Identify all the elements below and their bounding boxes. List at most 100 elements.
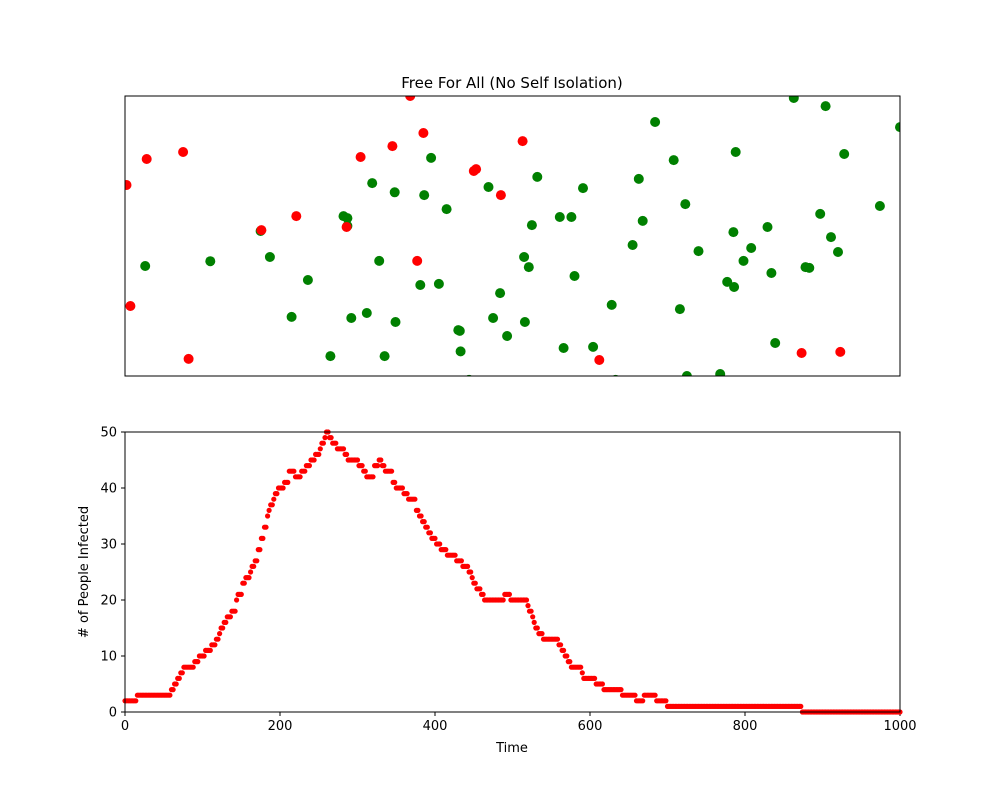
healthy-person-point xyxy=(633,173,644,184)
healthy-person-point xyxy=(637,215,648,226)
infected-person-point xyxy=(178,147,189,157)
infection-frame xyxy=(124,431,901,713)
infected-count-point xyxy=(567,659,573,665)
healthy-person-point xyxy=(820,101,831,112)
infected-person-point xyxy=(412,255,423,266)
healthy-person-point xyxy=(833,247,843,257)
healthy-person-point xyxy=(874,201,885,211)
infected-count-point xyxy=(311,457,317,463)
x-tick-label: 400 xyxy=(423,719,448,734)
infected-person-point xyxy=(594,355,605,365)
y-tick-label: 40 xyxy=(100,482,117,497)
infected-count-point xyxy=(564,653,570,659)
healthy-person-point xyxy=(526,220,537,231)
infected-count-point xyxy=(469,575,475,581)
healthy-person-point xyxy=(379,351,390,362)
y-axis-label: # of People Infected xyxy=(77,506,92,638)
infected-count-point xyxy=(246,575,252,581)
infected-count-point xyxy=(220,625,226,631)
healthy-person-point xyxy=(650,117,661,127)
healthy-person-point xyxy=(804,262,815,273)
infected-count-point xyxy=(539,631,545,637)
infected-count-point xyxy=(234,597,240,603)
healthy-person-point xyxy=(674,304,685,315)
infected-count-point xyxy=(523,597,530,603)
infected-count-point xyxy=(257,547,263,553)
infection-panel: 0 200 400 600 800 1000 0 10 20 30 40 50 Time # of P… xyxy=(77,426,917,757)
infected-count-point xyxy=(285,479,291,485)
infected-count-point xyxy=(260,535,266,542)
infected-person-point xyxy=(517,136,528,147)
infected-count-point xyxy=(195,659,201,665)
healthy-person-point xyxy=(680,199,691,210)
healthy-person-point xyxy=(342,213,353,224)
infected-count-point xyxy=(500,597,506,603)
infected-person-point xyxy=(125,301,136,311)
x-tick-label: 800 xyxy=(733,719,758,734)
healthy-person-point xyxy=(523,262,534,273)
infected-count-point xyxy=(599,681,606,687)
infected-count-point xyxy=(320,440,326,446)
infected-person-point xyxy=(471,164,482,175)
infected-count-point xyxy=(578,664,584,670)
infected-count-point xyxy=(344,451,350,457)
healthy-person-point xyxy=(419,190,430,201)
infection-axes-ticks: 0 200 400 600 800 1000 0 10 20 30 40 50 xyxy=(100,426,916,735)
healthy-person-point xyxy=(374,255,385,266)
healthy-person-point xyxy=(140,261,151,271)
infected-count-point xyxy=(251,563,257,570)
infected-count-point xyxy=(375,463,381,469)
infected-count-point xyxy=(212,642,218,648)
infected-count-point xyxy=(297,474,303,480)
healthy-person-point xyxy=(426,152,437,163)
healthy-person-point xyxy=(569,271,580,281)
infected-person-point xyxy=(495,190,506,201)
healthy-person-point xyxy=(815,208,826,219)
infected-count-point xyxy=(176,675,182,682)
healthy-person-point xyxy=(730,147,741,157)
healthy-person-point xyxy=(441,204,452,215)
healthy-person-point xyxy=(346,313,357,323)
infected-count-point xyxy=(362,468,368,474)
infected-count-point xyxy=(592,675,598,682)
simulation-frame xyxy=(124,95,901,377)
infected-count-point xyxy=(302,468,308,474)
healthy-person-point xyxy=(681,371,692,376)
infected-count-point xyxy=(525,603,531,609)
infected-count-point xyxy=(133,698,139,704)
healthy-person-point xyxy=(264,252,275,262)
healthy-person-point xyxy=(389,187,400,198)
infected-count-point xyxy=(389,468,395,474)
infected-person-point xyxy=(405,96,416,101)
infected-count-point xyxy=(392,479,398,485)
infected-count-point xyxy=(421,519,427,525)
healthy-person-point xyxy=(728,227,739,238)
healthy-person-point xyxy=(483,182,494,192)
x-tick-label: 0 xyxy=(121,719,129,734)
healthy-person-point xyxy=(766,268,777,278)
infected-count-point xyxy=(558,642,564,648)
healthy-person-point xyxy=(532,171,543,182)
healthy-person-point xyxy=(488,313,499,323)
healthy-person-point xyxy=(519,252,530,262)
x-tick-label: 600 xyxy=(578,719,603,734)
healthy-person-point xyxy=(361,308,372,318)
infected-count-point xyxy=(306,463,312,469)
infected-count-point xyxy=(254,558,260,564)
infected-count-point xyxy=(291,468,297,474)
infected-count-point xyxy=(274,491,280,497)
infected-count-point xyxy=(241,580,247,586)
healthy-person-point xyxy=(770,338,781,348)
infected-count-point xyxy=(404,491,410,497)
infected-count-point xyxy=(480,591,486,598)
y-tick-label: 10 xyxy=(100,650,117,665)
infected-count-point xyxy=(531,619,537,626)
infected-count-point xyxy=(207,647,213,654)
healthy-person-point xyxy=(415,280,426,290)
healthy-person-point xyxy=(668,155,679,166)
x-tick-label: 200 xyxy=(268,719,293,734)
infected-person-point xyxy=(796,348,807,358)
infected-count-point xyxy=(472,580,478,586)
infected-count-point xyxy=(652,692,658,698)
infected-count-point xyxy=(424,524,430,530)
